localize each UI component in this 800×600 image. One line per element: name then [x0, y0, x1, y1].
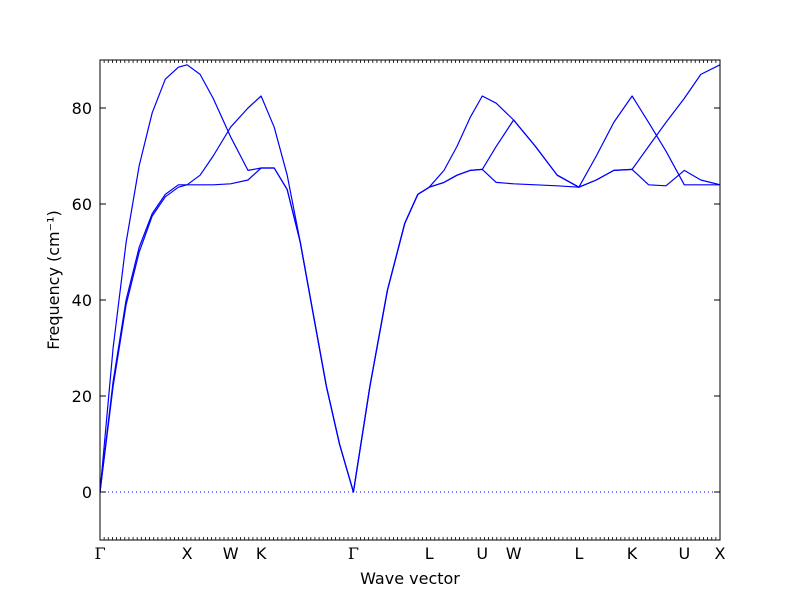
plot-frame — [99, 59, 721, 541]
band-line-3 — [100, 95, 720, 493]
series-layer — [100, 64, 720, 493]
band-line-2 — [100, 64, 720, 493]
band-line-1 — [100, 64, 720, 493]
x-tick-label: Γ — [94, 544, 105, 563]
x-tick-label: L — [425, 544, 434, 563]
x-tick-label: W — [506, 544, 522, 563]
x-axis-label: Wave vector — [360, 569, 460, 588]
ticks-layer — [100, 60, 720, 540]
y-tick-label: 80 — [72, 99, 92, 118]
x-tick-label: U — [476, 544, 488, 563]
x-tick-label: W — [223, 544, 239, 563]
x-tick-label: X — [182, 544, 193, 563]
y-tick-label: 0 — [82, 483, 92, 502]
x-tick-label: U — [678, 544, 690, 563]
x-tick-label: K — [256, 544, 267, 563]
x-tick-label: X — [715, 544, 726, 563]
x-tick-label: K — [627, 544, 638, 563]
x-tick-label: Γ — [348, 544, 359, 563]
y-tick-label: 40 — [72, 291, 92, 310]
y-tick-label: 60 — [72, 195, 92, 214]
y-tick-label: 20 — [72, 387, 92, 406]
y-axis-label: Frequency (cm⁻¹) — [44, 210, 63, 349]
x-tick-label: L — [574, 544, 583, 563]
